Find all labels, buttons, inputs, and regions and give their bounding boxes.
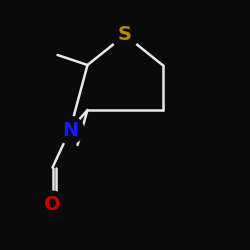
Circle shape (39, 191, 66, 219)
Text: O: O (44, 196, 61, 214)
Circle shape (111, 21, 139, 49)
Circle shape (56, 116, 84, 144)
Text: S: S (118, 26, 132, 44)
Text: N: N (62, 120, 78, 140)
